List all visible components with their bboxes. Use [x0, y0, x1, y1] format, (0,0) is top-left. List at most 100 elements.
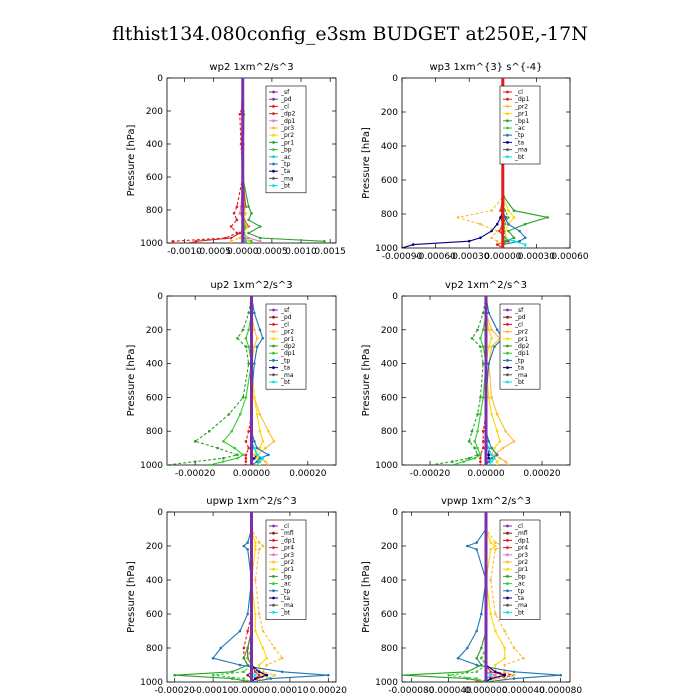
legend: _cl_mfl_dp1_pr4_pr3_pr2_pr1_bp_ac_tp_ta_…: [265, 519, 307, 620]
data-point: [489, 578, 492, 582]
legend-marker: [272, 596, 275, 600]
data-point: [258, 446, 262, 450]
data-point: [253, 328, 256, 332]
data-point: [247, 429, 250, 433]
legend-entry: _dp1: [280, 537, 296, 544]
panel-4: vp2 1xm^2/s^3 Pressure [hPa] 0 200 400 600 800…: [361, 280, 571, 479]
series-line-pr2: [457, 78, 504, 248]
legend-entry: _pr3: [514, 552, 528, 559]
legend-entry: _pr2: [514, 329, 528, 336]
panel-5: upwp 1xm^2/s^3 Pressure [hPa] 0 200 400 600 80…: [126, 496, 347, 696]
series-line-bp: [402, 512, 487, 682]
legend-marker: [272, 112, 275, 115]
series-line-pr2: [485, 512, 525, 682]
data-point: [507, 463, 510, 465]
legend-marker: [506, 560, 509, 564]
data-point: [229, 225, 233, 228]
data-point: [470, 429, 474, 433]
data-point: [451, 463, 454, 465]
legend-entry: _ta: [280, 365, 290, 372]
data-point: [523, 222, 527, 226]
data-point: [236, 456, 239, 460]
data-point: [512, 440, 516, 443]
data-point: [255, 456, 259, 460]
data-point: [504, 239, 508, 243]
data-point: [495, 463, 499, 465]
data-point: [261, 646, 265, 650]
data-point: [171, 241, 175, 243]
data-point: [476, 328, 479, 332]
panel-title: upwp 1xm^2/s^3: [206, 496, 296, 507]
series-line-dp2: [167, 296, 253, 465]
x-tick-label: -0.00020: [154, 686, 195, 696]
data-point: [247, 205, 250, 208]
legend-marker: [272, 337, 275, 341]
legend-entry: _pd: [280, 314, 292, 321]
data-point: [481, 362, 485, 365]
series-line-dp2: [429, 296, 487, 465]
legend-marker: [272, 373, 275, 377]
data-point: [246, 646, 249, 650]
legend-entry: _bt: [514, 609, 525, 616]
data-point: [258, 429, 262, 433]
legend-entry: _ta: [280, 168, 290, 175]
legend-entry: _dp1: [280, 350, 296, 357]
data-point: [495, 222, 499, 226]
y-tick-label: 200: [146, 542, 163, 552]
data-point: [235, 205, 239, 208]
data-point: [238, 113, 242, 116]
data-point: [236, 336, 239, 340]
data-point: [222, 460, 225, 463]
y-axis-label: Pressure [hPa]: [126, 345, 137, 417]
legend-marker: [506, 373, 509, 377]
series-line-pr3: [230, 78, 249, 243]
y-tick-label: 600: [146, 393, 163, 403]
x-tick-label: 0.000040: [502, 686, 545, 696]
legend-marker: [272, 162, 275, 166]
legend-entry: _ma: [514, 372, 528, 379]
data-point: [246, 673, 249, 677]
panel-2: wp3 1xm^{3} s^{-4} Pressure [hPa] 0 200 400 6…: [361, 62, 589, 262]
x-tick-label: -0.000080: [388, 686, 434, 696]
data-point: [481, 345, 485, 349]
data-point: [254, 548, 257, 551]
plot-frame: [401, 77, 571, 249]
legend-entry: _bt: [514, 379, 525, 386]
data-point: [489, 612, 492, 616]
plot-frame: [166, 77, 337, 244]
data-point: [238, 236, 242, 240]
data-point: [257, 673, 261, 677]
data-point: [495, 229, 499, 233]
data-point: [236, 453, 239, 457]
y-axis-label: Pressure [hPa]: [361, 561, 372, 633]
legend-marker: [272, 567, 275, 571]
legend-marker: [272, 575, 275, 578]
data-point: [229, 241, 233, 243]
data-point: [242, 656, 246, 660]
data-point: [250, 241, 253, 243]
data-point: [447, 673, 450, 677]
data-point: [254, 578, 257, 582]
data-point: [490, 413, 493, 416]
data-point: [222, 440, 225, 443]
y-tick-label: 200: [381, 326, 398, 336]
data-point: [247, 241, 250, 243]
panel-title: vp2 1xm^2/s^3: [445, 280, 527, 291]
data-point: [512, 239, 516, 243]
legend-entry: _pr2: [280, 559, 294, 566]
data-point: [462, 460, 465, 463]
legend-entry: _cl: [280, 321, 289, 328]
data-point: [258, 460, 262, 463]
legend-marker: [506, 155, 509, 159]
y-tick-label: 400: [146, 576, 163, 586]
legend-marker: [506, 359, 509, 362]
x-tick-label: 0.0010: [285, 247, 317, 257]
data-point: [254, 541, 257, 544]
data-point: [504, 429, 507, 433]
data-point: [272, 440, 276, 443]
data-point: [257, 612, 261, 616]
legend-entry: _bt: [280, 609, 291, 616]
data-point: [487, 460, 491, 463]
data-point: [207, 463, 211, 465]
legend-entry: _ma: [280, 175, 294, 182]
